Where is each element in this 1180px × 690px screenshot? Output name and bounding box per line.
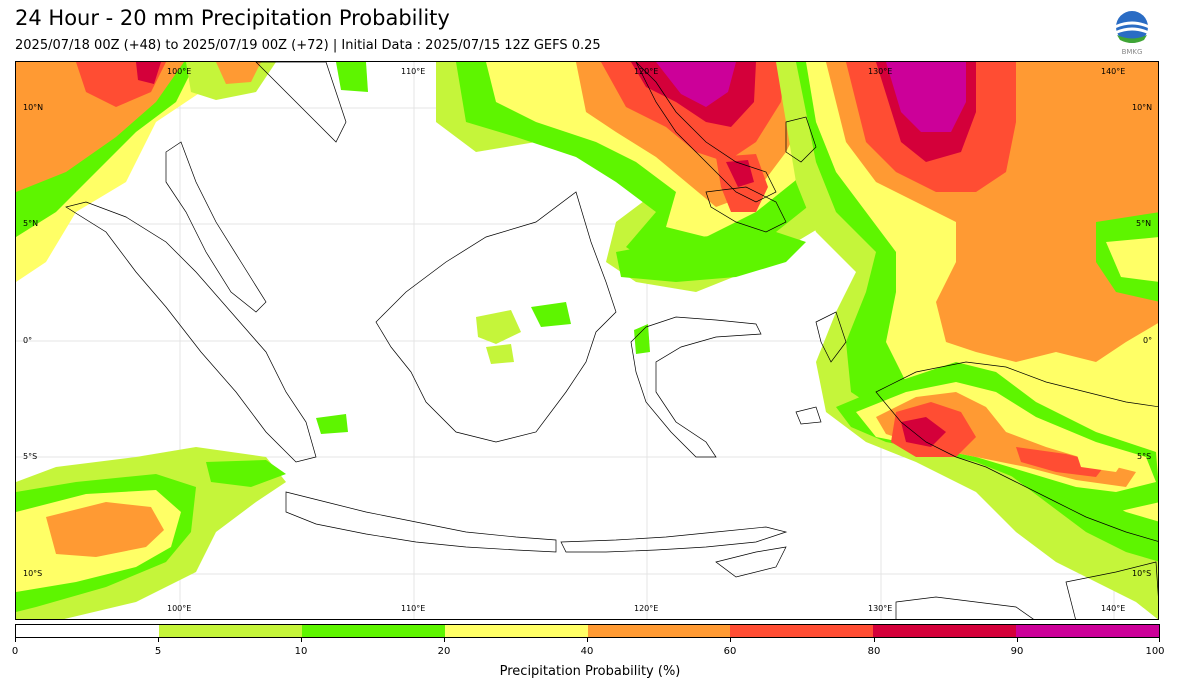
coastlines [65, 62, 1158, 619]
ne-precip-area [776, 62, 1158, 619]
lat-label-5s-left: 5°S [23, 452, 38, 461]
colorbar-title: Precipitation Probability (%) [499, 664, 681, 679]
sw-precip-area [16, 414, 348, 619]
colorbar-tickmark [587, 638, 588, 642]
lon-label-140e-bottom: 140°E [1101, 604, 1126, 613]
colorbar-tick-40: 40 [580, 646, 594, 657]
lon-label-100e-top: 100°E [167, 67, 192, 76]
north-precip-area [436, 62, 876, 292]
lat-label-0-left: 0° [23, 336, 33, 345]
colorbar-segment-20-40 [444, 625, 588, 637]
colorbar-tick-100: 100 [1145, 646, 1165, 657]
colorbar-tick-90: 90 [1010, 646, 1024, 657]
borneo-precip-area [476, 302, 650, 364]
colorbar [15, 624, 1160, 638]
colorbar-tickmark [730, 638, 731, 642]
colorbar-tickmark [158, 638, 159, 642]
colorbar-segment-90-100 [1016, 625, 1159, 637]
colorbar-segment-10-20 [301, 625, 445, 637]
colorbar-tick-20: 20 [437, 646, 451, 657]
lon-label-100e-bottom: 100°E [167, 604, 192, 613]
lon-label-110e-top: 110°E [401, 67, 426, 76]
bmkg-logo: BMKG [1114, 10, 1150, 56]
colorbar-tick-5: 5 [154, 646, 162, 657]
lat-label-10n-left: 10°N [23, 103, 44, 112]
colorbar-tickmark [1159, 638, 1160, 642]
nw-precip-area [16, 62, 368, 282]
colorbar-tick-60: 60 [723, 646, 737, 657]
colorbar-tickmark [15, 638, 16, 642]
colorbar-segment-0-5 [16, 625, 159, 637]
colorbar-segment-80-90 [873, 625, 1017, 637]
colorbar-tickmark [444, 638, 445, 642]
lon-label-120e-top: 120°E [634, 67, 659, 76]
lat-label-5n-left: 5°N [23, 219, 39, 228]
lon-label-130e-bottom: 130°E [868, 604, 893, 613]
colorbar-tick-0: 0 [11, 646, 19, 657]
lat-label-10s-left: 10°S [23, 569, 43, 578]
colorbar-segment-40-60 [587, 625, 731, 637]
colorbar-tick-10: 10 [294, 646, 308, 657]
chart-title: 24 Hour - 20 mm Precipitation Probabilit… [15, 6, 450, 30]
lon-label-130e-top: 130°E [868, 67, 893, 76]
lat-label-5n-right: 5°N [1136, 219, 1152, 228]
colorbar-segment-60-80 [730, 625, 874, 637]
probability-field [16, 62, 1158, 619]
lon-label-140e-top: 140°E [1101, 67, 1126, 76]
lat-label-10n-right: 10°N [1132, 103, 1153, 112]
papua-precip-area [836, 362, 1158, 512]
lon-label-110e-bottom: 110°E [401, 604, 426, 613]
colorbar-tick-80: 80 [867, 646, 881, 657]
lat-label-0-right: 0° [1143, 336, 1153, 345]
colorbar-tickmark [301, 638, 302, 642]
svg-text:BMKG: BMKG [1122, 48, 1143, 56]
precipitation-map: 100°E 110°E 120°E 130°E 140°E 100°E 110°… [15, 61, 1159, 620]
chart-subtitle: 2025/07/18 00Z (+48) to 2025/07/19 00Z (… [15, 38, 601, 53]
colorbar-tickmark [1017, 638, 1018, 642]
colorbar-segment-5-10 [158, 625, 302, 637]
lat-label-10s-right: 10°S [1132, 569, 1152, 578]
lat-label-5s-right: 5°S [1137, 452, 1152, 461]
lon-label-120e-bottom: 120°E [634, 604, 659, 613]
colorbar-tickmark [874, 638, 875, 642]
